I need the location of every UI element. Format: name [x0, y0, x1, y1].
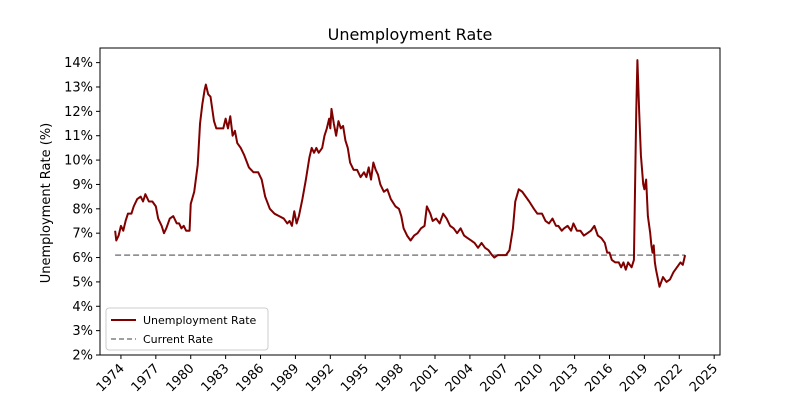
x-tick-label: 2010 — [513, 361, 547, 395]
y-tick-label: 3% — [72, 324, 93, 339]
y-tick-label: 4% — [72, 300, 93, 315]
x-tick-label: 2016 — [582, 361, 616, 395]
x-tick-label: 1983 — [198, 361, 232, 395]
x-tick-label: 1998 — [373, 361, 407, 395]
y-tick-label: 8% — [72, 202, 93, 217]
legend-entry-current-rate: Current Rate — [143, 333, 213, 346]
y-tick-label: 10% — [64, 154, 93, 169]
x-tick-label: 1974 — [94, 361, 128, 395]
legend-box — [105, 307, 269, 351]
plot-frame — [99, 47, 721, 356]
x-tick-label: 1989 — [268, 361, 302, 395]
x-tick-label: 2019 — [617, 361, 651, 395]
series-layer — [114, 59, 687, 288]
chart-title: Unemployment Rate — [328, 25, 493, 44]
y-tick-label: 13% — [64, 80, 93, 95]
x-tick-label: 1977 — [129, 361, 163, 395]
y-tick-label: 12% — [64, 105, 93, 120]
legend-entry-unemployment-rate: Unemployment Rate — [143, 314, 257, 327]
legend: Unemployment Rate Current Rate — [105, 307, 269, 351]
x-tick-label: 2013 — [547, 361, 581, 395]
y-axis: 2% 3% 4% 5% 6% 7% 8% 9% 10% 11% 12% 13% 14% — [64, 56, 100, 364]
x-tick-label: 2004 — [443, 361, 477, 395]
x-tick-label: 1986 — [233, 361, 267, 395]
y-tick-label: 7% — [72, 227, 93, 242]
y-tick-label: 14% — [64, 56, 93, 71]
x-tick-label: 1980 — [164, 361, 198, 395]
series-line-unemployment-rate — [114, 59, 687, 288]
y-tick-label: 5% — [72, 275, 93, 290]
x-axis: 1974 1977 1980 1983 1986 1989 1992 1995 1998 2001… — [94, 355, 721, 395]
x-tick-label: 1995 — [338, 361, 372, 395]
y-tick-label: 11% — [64, 129, 93, 144]
x-tick-label: 1992 — [303, 361, 337, 395]
y-tick-label: 6% — [72, 251, 93, 266]
y-tick-label: 9% — [72, 178, 93, 193]
x-tick-label: 2025 — [687, 361, 721, 395]
x-tick-label: 2022 — [652, 361, 686, 395]
y-axis-label: Unemployment Rate (%) — [39, 123, 54, 284]
x-tick-label: 2001 — [408, 361, 442, 395]
y-tick-label: 2% — [72, 349, 93, 364]
x-tick-label: 2007 — [478, 361, 512, 395]
